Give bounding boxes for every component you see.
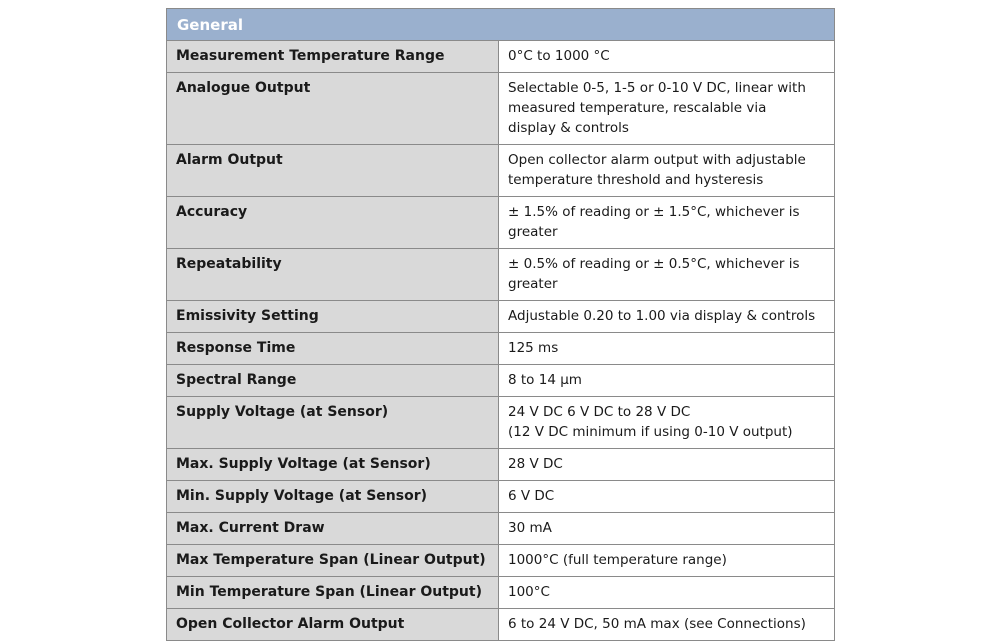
spec-value-line: 24 V DC 6 V DC to 28 V DC [508, 404, 691, 420]
spec-value-line: (12 V DC minimum if using 0-10 V output) [508, 424, 793, 440]
spec-label: Min Temperature Span (Linear Output) [166, 576, 499, 609]
spec-value-line: Adjustable 0.20 to 1.00 via display & co… [508, 308, 816, 324]
spec-label: Max. Current Draw [166, 512, 499, 545]
spec-value: 28 V DC [498, 448, 835, 481]
spec-value-line: display & controls [508, 120, 629, 136]
spec-value: 0°C to 1000 °C [498, 40, 835, 73]
table-row: Max. Supply Voltage (at Sensor) 28 V DC [166, 448, 835, 481]
spec-value-line: Open collector alarm output with adjusta… [508, 152, 806, 168]
table-row: Accuracy ± 1.5% of reading or ± 1.5°C, wh… [166, 196, 835, 249]
spec-value: 6 to 24 V DC, 50 mA max (see Connections… [498, 608, 835, 641]
table-row: Response Time 125 ms [166, 332, 835, 365]
spec-label: Accuracy [166, 196, 499, 249]
spec-value: 125 ms [498, 332, 835, 365]
spec-value: Selectable 0-5, 1-5 or 0-10 V DC, linear… [498, 72, 835, 145]
spec-label: Open Collector Alarm Output [166, 608, 499, 641]
spec-value-line: greater [508, 224, 558, 240]
spec-value-line: 125 ms [508, 340, 559, 356]
spec-value-line: temperature threshold and hysteresis [508, 172, 764, 188]
table-row: Repeatability ± 0.5% of reading or ± 0.5°… [166, 248, 835, 301]
spec-value-line: Selectable 0-5, 1-5 or 0-10 V DC, linear… [508, 80, 806, 96]
table-row: Alarm Output Open collector alarm output … [166, 144, 835, 197]
section-title: General [166, 8, 835, 41]
table-row: Max Temperature Span (Linear Output) 1000… [166, 544, 835, 577]
spec-value-line: 30 mA [508, 520, 552, 536]
spec-value-line: 1000°C (full temperature range) [508, 552, 727, 568]
spec-label: Measurement Temperature Range [166, 40, 499, 73]
table-row: Emissivity Setting Adjustable 0.20 to 1.0… [166, 300, 835, 333]
spec-value-line: ± 0.5% of reading or ± 0.5°C, whichever … [508, 256, 800, 272]
table-row: Supply Voltage (at Sensor) 24 V DC 6 V DC… [166, 396, 835, 449]
spec-value: Open collector alarm output with adjusta… [498, 144, 835, 197]
spec-value: 1000°C (full temperature range) [498, 544, 835, 577]
table-row: Min. Supply Voltage (at Sensor) 6 V DC [166, 480, 835, 513]
table-row: Analogue Output Selectable 0-5, 1-5 or 0-… [166, 72, 835, 145]
spec-label: Max. Supply Voltage (at Sensor) [166, 448, 499, 481]
spec-label: Max Temperature Span (Linear Output) [166, 544, 499, 577]
spec-label: Supply Voltage (at Sensor) [166, 396, 499, 449]
table-row: Max. Current Draw 30 mA [166, 512, 835, 545]
spec-value-line: 6 V DC [508, 488, 555, 504]
spec-label: Response Time [166, 332, 499, 365]
spec-rows: Measurement Temperature Range 0°C to 1000… [166, 40, 835, 641]
spec-value: 24 V DC 6 V DC to 28 V DC (12 V DC minimu… [498, 396, 835, 449]
spec-value-line: 28 V DC [508, 456, 563, 472]
spec-value: ± 1.5% of reading or ± 1.5°C, whichever … [498, 196, 835, 249]
table-row: Min Temperature Span (Linear Output) 100°… [166, 576, 835, 609]
spec-value-line: 100°C [508, 584, 550, 600]
spec-value: 30 mA [498, 512, 835, 545]
spec-value: Adjustable 0.20 to 1.00 via display & co… [498, 300, 835, 333]
table-row: Spectral Range 8 to 14 μm [166, 364, 835, 397]
spec-value: 6 V DC [498, 480, 835, 513]
spec-label: Min. Supply Voltage (at Sensor) [166, 480, 499, 513]
spec-value-line: greater [508, 276, 558, 292]
spec-table: General Measurement Temperature Range 0°C… [166, 8, 835, 641]
spec-value: ± 0.5% of reading or ± 0.5°C, whichever … [498, 248, 835, 301]
spec-value: 100°C [498, 576, 835, 609]
spec-label: Alarm Output [166, 144, 499, 197]
spec-value-line: 0°C to 1000 °C [508, 48, 610, 64]
spec-value-line: 6 to 24 V DC, 50 mA max (see Connections… [508, 616, 806, 632]
spec-value: 8 to 14 μm [498, 364, 835, 397]
table-row: Measurement Temperature Range 0°C to 1000… [166, 40, 835, 73]
spec-label: Spectral Range [166, 364, 499, 397]
spec-label: Analogue Output [166, 72, 499, 145]
section-header-row: General [166, 8, 835, 41]
spec-value-line: 8 to 14 μm [508, 372, 582, 388]
spec-label: Emissivity Setting [166, 300, 499, 333]
spec-label: Repeatability [166, 248, 499, 301]
spec-value-line: ± 1.5% of reading or ± 1.5°C, whichever … [508, 204, 800, 220]
spec-value-line: measured temperature, rescalable via [508, 100, 767, 116]
table-row: Open Collector Alarm Output 6 to 24 V DC,… [166, 608, 835, 641]
